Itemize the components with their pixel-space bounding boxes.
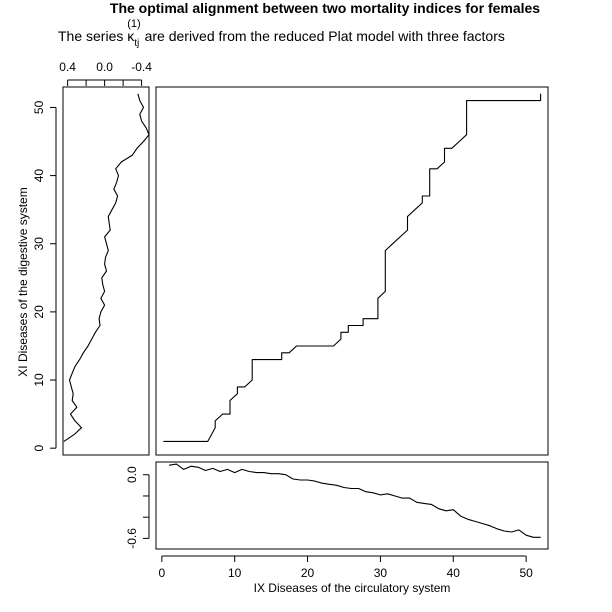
y-index-tick-label: 30	[32, 237, 46, 251]
y-index-tick-label: 40	[32, 169, 46, 183]
y-index-tick-label: 0	[32, 445, 46, 452]
y-index-tick-label: 20	[32, 305, 46, 319]
subtitle-kappa: κ	[127, 28, 135, 44]
y-series-top-tick-label: 0.4	[59, 60, 76, 74]
y-series-frame	[62, 86, 150, 456]
x-index-tick-label: 0	[158, 566, 165, 580]
y-index-tick-label: 10	[32, 373, 46, 387]
y-index-tick-label: 50	[32, 100, 46, 114]
x-series-panel: 0.0 -0.6 0 10 20 30 40 50	[125, 461, 549, 580]
subtitle-after: are derived from the reduced Plat model …	[141, 28, 505, 44]
y-axis-title: XI Diseases of the digestive system	[16, 187, 30, 376]
alignment-panel	[155, 86, 549, 456]
x-series-value-tick-label: 0.0	[125, 466, 139, 483]
x-index-tick-label: 10	[228, 566, 242, 580]
y-series-line	[63, 93, 150, 442]
x-series-value-tick-label: -0.6	[125, 528, 139, 549]
x-index-tick-label: 20	[301, 566, 315, 580]
y-series-top-tick-label: -0.4	[131, 60, 152, 74]
x-index-tick-label: 30	[374, 566, 388, 580]
chart-title: The optimal alignment between two mortal…	[110, 0, 540, 16]
x-index-tick-label: 40	[447, 566, 461, 580]
x-series-line	[169, 463, 541, 538]
x-index-tick-label: 50	[519, 566, 533, 580]
y-series-top-tick-label: 0.0	[96, 60, 113, 74]
y-series-panel: 0.4 0.0 -0.4 0 10 20 30 40 50	[32, 60, 152, 456]
x-axis-title: IX Diseases of the circulatory system	[254, 581, 451, 595]
alignment-frame	[155, 86, 549, 456]
chart-subtitle: The series κtj (1) are derived from the r…	[58, 18, 505, 49]
subtitle-subscript: tj	[134, 38, 139, 49]
subtitle-superscript: (1)	[127, 18, 140, 30]
subtitle-before: The series	[58, 28, 127, 44]
alignment-path-line	[163, 93, 542, 442]
x-series-frame	[155, 461, 549, 550]
